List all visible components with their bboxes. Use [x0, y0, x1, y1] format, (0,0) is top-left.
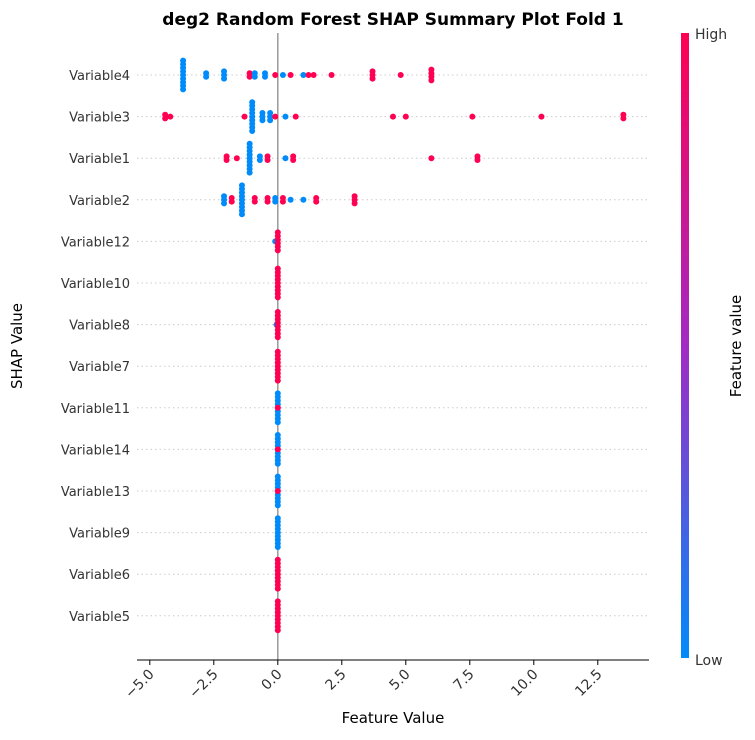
shap-point — [397, 72, 404, 78]
shap-point — [259, 117, 266, 124]
shap-point — [180, 86, 187, 93]
x-tick-label: −2.5 — [186, 667, 221, 702]
shap-point — [428, 77, 435, 84]
x-tick-label: −5.0 — [122, 667, 157, 702]
shap-point — [167, 113, 174, 120]
x-axis-ticks: −5.0 −2.5 0.0 2.5 5.0 7.5 10.0 12.5 — [122, 660, 606, 702]
shap-point — [305, 72, 312, 78]
shap-point — [282, 155, 289, 162]
x-tick-label: 2.5 — [323, 667, 350, 694]
feature-labels: Variable4 Variable3 Variable1 Variable2 Vari… — [61, 69, 130, 625]
feature-label: Variable3 — [69, 111, 130, 126]
colorbar-title: Feature value — [727, 295, 745, 397]
shap-point — [300, 72, 307, 78]
shap-point — [256, 157, 263, 163]
colorbar — [681, 33, 689, 658]
shap-point — [262, 73, 268, 80]
shap-point — [162, 115, 169, 122]
x-tick-label: 0.0 — [259, 667, 286, 694]
shap-point — [272, 198, 279, 205]
x-tick-label: 7.5 — [451, 667, 478, 694]
x-tick-label: 10.0 — [508, 667, 541, 700]
shap-point — [246, 73, 253, 80]
shap-point — [267, 117, 274, 124]
chart-title: deg2 Random Forest SHAP Summary Plot Fol… — [162, 10, 623, 30]
shap-point — [328, 72, 335, 78]
feature-label: Variable11 — [61, 402, 130, 417]
shap-point — [469, 113, 476, 120]
shap-point — [274, 488, 281, 494]
shap-point — [292, 113, 299, 120]
shap-point — [274, 419, 281, 426]
shap-point — [221, 200, 228, 207]
feature-label: Variable12 — [61, 235, 130, 250]
feature-label: Variable10 — [61, 277, 130, 292]
colorbar-low-label: Low — [695, 653, 723, 669]
shap-point — [402, 113, 409, 120]
feature-label: Variable1 — [69, 152, 130, 167]
shap-point — [238, 211, 245, 218]
shap-point — [310, 72, 317, 78]
shap-point — [279, 72, 286, 78]
shap-point — [290, 157, 297, 163]
feature-rows — [137, 74, 649, 617]
shap-point — [351, 200, 358, 207]
shap-point — [287, 196, 294, 203]
x-axis-label: Feature Value — [342, 709, 445, 727]
feature-label: Variable8 — [69, 319, 130, 334]
feature-label: Variable7 — [69, 360, 130, 375]
colorbar-high-label: High — [695, 27, 727, 43]
shap-point — [313, 198, 320, 205]
shap-point — [300, 196, 307, 203]
shap-point — [221, 75, 228, 82]
shap-point — [274, 294, 281, 301]
feature-label: Variable2 — [69, 194, 130, 209]
shap-point — [287, 72, 294, 78]
shap-point — [274, 377, 281, 384]
shap-point — [274, 404, 281, 411]
shap-point — [264, 157, 271, 163]
shap-point — [538, 113, 545, 120]
y-axis-label: SHAP Value — [8, 303, 26, 389]
shap-point — [203, 73, 210, 80]
shap-point — [272, 113, 279, 120]
shap-point — [246, 169, 253, 176]
feature-label: Variable13 — [61, 485, 130, 500]
feature-label: Variable6 — [69, 568, 130, 583]
shap-points — [162, 57, 627, 634]
feature-label: Variable14 — [61, 443, 130, 458]
shap-point — [241, 113, 248, 120]
feature-label: Variable4 — [69, 69, 130, 84]
shap-point — [279, 198, 286, 205]
feature-label: Variable5 — [69, 610, 130, 625]
shap-point — [223, 157, 230, 163]
shap-point — [251, 198, 258, 205]
shap-point — [390, 113, 396, 120]
shap-point — [233, 155, 240, 162]
shap-point — [274, 334, 281, 341]
shap-point — [369, 75, 376, 82]
shap-point — [274, 627, 281, 634]
shap-point — [249, 128, 256, 134]
shap-point — [274, 446, 281, 453]
shap-point — [272, 72, 279, 78]
shap-point — [228, 198, 235, 205]
shap-point — [282, 113, 289, 120]
shap-point — [274, 460, 281, 467]
shap-point — [274, 544, 281, 550]
x-tick-label: 5.0 — [387, 667, 414, 694]
shap-point — [274, 247, 281, 254]
feature-label: Variable9 — [69, 527, 130, 542]
shap-point — [251, 73, 258, 80]
shap-point — [274, 585, 281, 592]
shap-point — [474, 157, 481, 163]
shap-point — [264, 198, 271, 205]
shap-point — [620, 115, 627, 122]
x-tick-label: 12.5 — [572, 667, 605, 700]
shap-point — [428, 155, 435, 162]
shap-point — [274, 502, 281, 509]
